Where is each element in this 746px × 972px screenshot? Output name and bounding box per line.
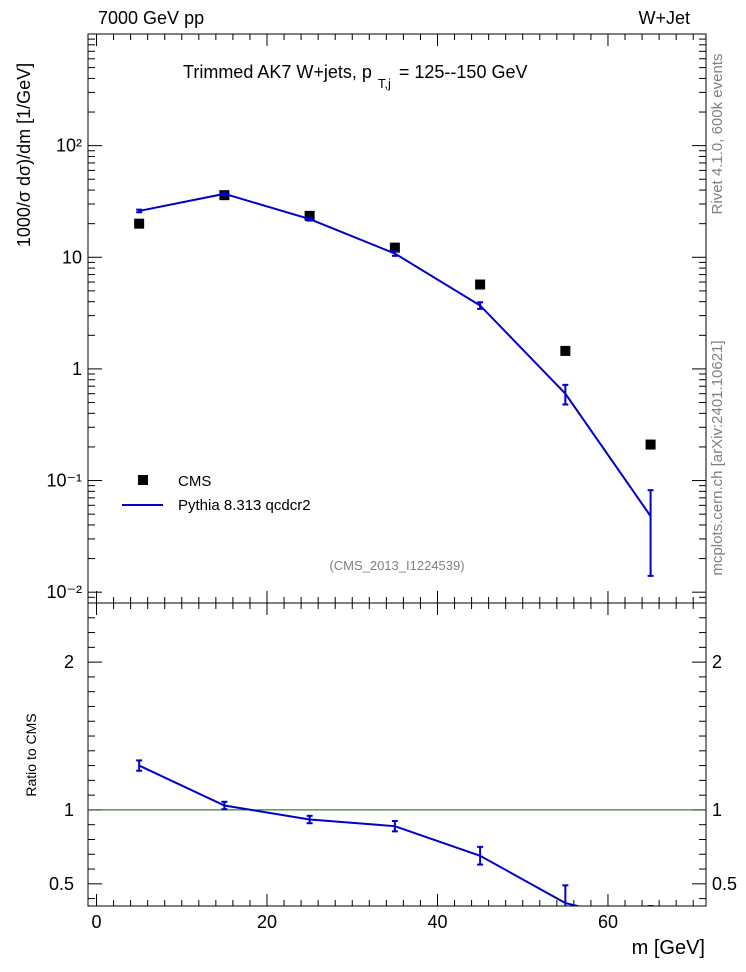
legend-cms-label: CMS <box>178 473 211 490</box>
x-tick-label: 40 <box>427 912 447 932</box>
x-tick-label: 0 <box>92 912 102 932</box>
mcplots-label: mcplots.cern.ch [arXiv:2401.10621] <box>709 340 726 575</box>
legend: CMS Pythia 8.313 qcdcr2 <box>122 473 311 514</box>
header-right: W+Jet <box>638 8 690 28</box>
main-y-tick-label: 10⁻¹ <box>46 471 82 491</box>
main-ylabel: 1000/σ dσ)/dm [1/GeV] <box>14 63 34 247</box>
x-axis-label: m [GeV] <box>632 937 705 959</box>
ratio-y-tick-label-right: 1 <box>712 800 722 820</box>
rivet-label: Rivet 4.1.0, 600k events <box>709 54 726 215</box>
title-main: Trimmed AK7 W+jets, p <box>183 62 372 82</box>
cms-data-point <box>389 242 400 253</box>
title-tail: = 125--150 GeV <box>399 62 528 82</box>
pythia-line <box>138 192 652 517</box>
main-y-tick-label: 10 <box>62 247 82 267</box>
header-left: 7000 GeV pp <box>98 8 204 28</box>
legend-cms-marker <box>138 475 148 485</box>
ratio-y-tick-label: 1 <box>64 800 74 820</box>
cms-data-point <box>560 345 571 356</box>
ratio-series-group <box>136 759 654 906</box>
ratio-y-tick-label-right: 2 <box>712 652 722 672</box>
main-panel-frame <box>87 33 707 604</box>
title-subscript: T,j <box>378 76 391 91</box>
ratio-y-tick-label: 0.5 <box>49 874 74 894</box>
main-y-tick-label: 10⁻² <box>46 582 82 602</box>
cms-data-point <box>134 218 145 229</box>
legend-pythia-label: Pythia 8.313 qcdcr2 <box>178 497 311 514</box>
cms-data-point <box>304 210 315 221</box>
main-y-tick-label: 10² <box>56 136 82 156</box>
analysis-tag: (CMS_2013_I1224539) <box>329 558 464 573</box>
ratio-y-tick-label: 2 <box>64 652 74 672</box>
main-y-tick-label: 1 <box>72 359 82 379</box>
main-title: Trimmed AK7 W+jets, p T,j = 125--150 GeV <box>183 62 527 91</box>
ratio-panel-frame <box>87 602 707 907</box>
x-tick-label: 60 <box>598 912 618 932</box>
cms-data-point <box>475 279 486 290</box>
ratio-y-tick-label-right: 0.5 <box>712 874 737 894</box>
x-tick-label: 20 <box>257 912 277 932</box>
cms-data-point <box>645 439 656 450</box>
ratio-ylabel: Ratio to CMS <box>23 713 39 796</box>
